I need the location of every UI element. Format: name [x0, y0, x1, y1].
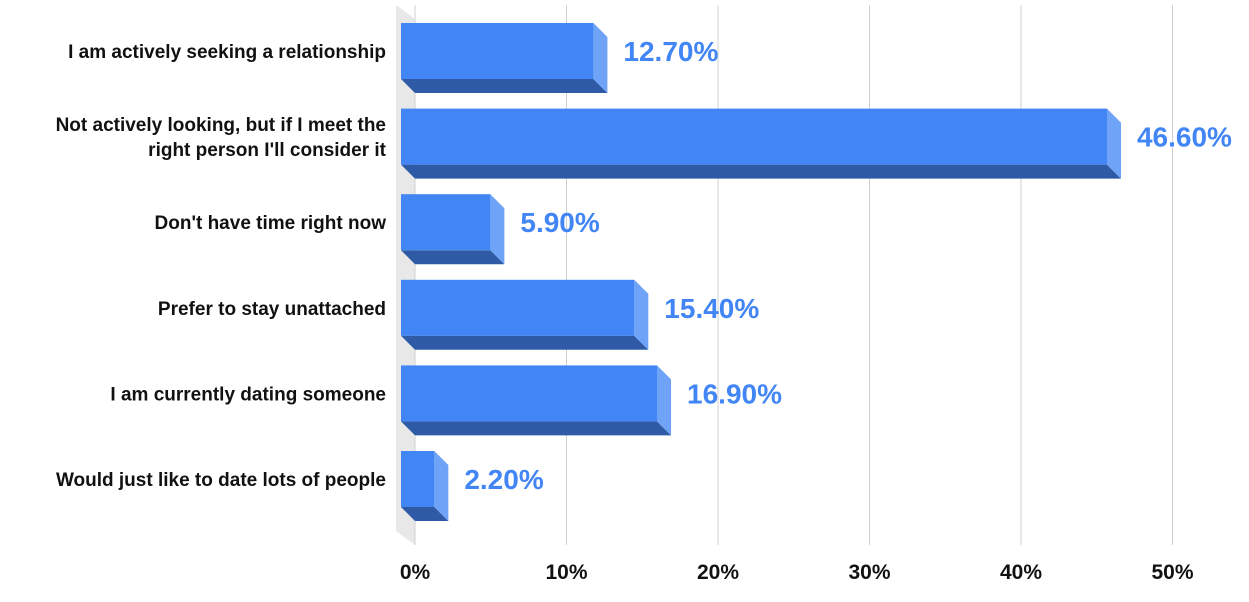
category-label: right person I'll consider it: [148, 140, 386, 161]
bar: [401, 365, 672, 436]
x-tick-label: 20%: [697, 561, 739, 584]
bar-bottom-face: [401, 507, 449, 521]
x-tick-label: 0%: [400, 561, 431, 584]
category-label: Don't have time right now: [155, 213, 387, 234]
bar-bottom-face: [401, 421, 672, 436]
bar-front-face: [401, 279, 635, 336]
bar-front-face: [401, 194, 491, 251]
x-axis-ticks: 0% 10% 20% 30% 40% 50%: [400, 561, 1194, 584]
x-tick-label: 30%: [848, 561, 890, 584]
bar-bottom-face: [401, 250, 505, 265]
bar-bottom-face: [401, 335, 649, 350]
data-label: 46.60%: [1137, 122, 1232, 153]
bar: [401, 108, 1121, 179]
bar-front-face: [401, 451, 435, 507]
category-label: Prefer to stay unattached: [158, 299, 386, 320]
bar: [401, 194, 505, 265]
category-label: Not actively looking, but if I meet the: [56, 115, 386, 136]
data-label: 16.90%: [687, 378, 782, 409]
bar: [401, 279, 649, 350]
bar-end-face: [434, 451, 449, 521]
bar-end-face: [657, 365, 672, 436]
category-label: Would just like to date lots of people: [56, 470, 386, 491]
category-label: I am actively seeking a relationship: [68, 42, 386, 63]
bar: [401, 451, 449, 521]
category-label: I am currently dating someone: [110, 384, 386, 405]
bar-front-face: [401, 365, 658, 422]
bars: [401, 23, 1121, 521]
data-label: 2.20%: [464, 464, 543, 495]
data-label: 5.90%: [520, 207, 599, 238]
bar-bottom-face: [401, 79, 608, 93]
category-labels: 12.70% I am actively seeking a relationsh…: [56, 36, 1232, 495]
x-tick-label: 40%: [1000, 561, 1042, 584]
bar: [401, 23, 608, 93]
bar-end-face: [634, 279, 649, 350]
x-tick-label: 50%: [1151, 561, 1193, 584]
bar-front-face: [401, 108, 1107, 165]
x-tick-label: 10%: [545, 561, 587, 584]
bar-front-face: [401, 23, 594, 79]
bar-bottom-face: [401, 164, 1121, 179]
data-label: 15.40%: [664, 293, 759, 324]
bar-end-face: [490, 194, 505, 265]
bar-end-face: [593, 23, 608, 93]
data-label: 12.70%: [623, 36, 718, 67]
bar-end-face: [1106, 108, 1121, 179]
